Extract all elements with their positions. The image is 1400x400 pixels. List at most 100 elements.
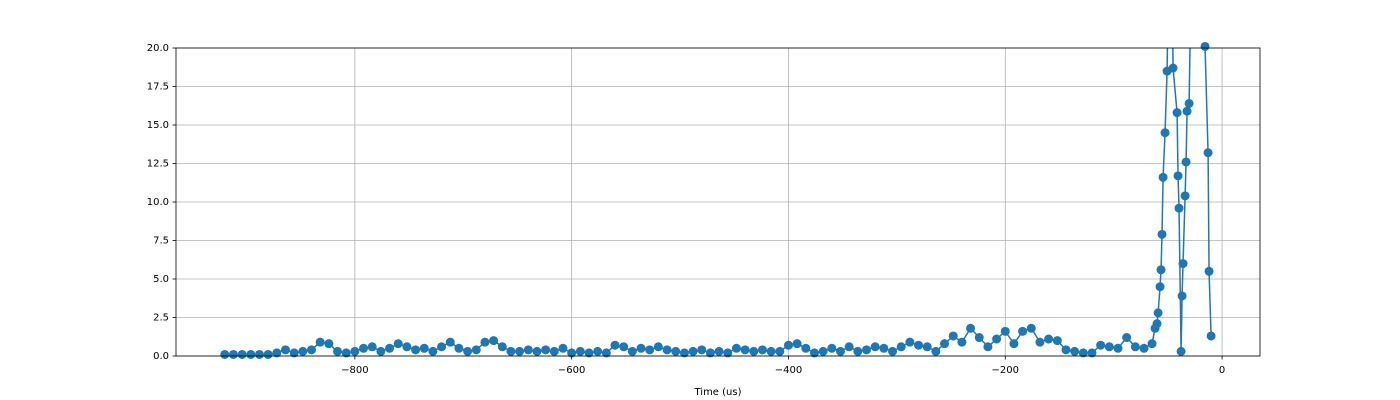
data-point: [584, 348, 594, 358]
data-point: [1172, 108, 1182, 118]
y-tick-label: 15.0: [147, 120, 169, 131]
data-point: [983, 342, 993, 352]
data-point: [350, 346, 360, 356]
data-point: [437, 342, 447, 352]
data-point: [341, 348, 351, 358]
data-point: [593, 346, 603, 356]
data-point: [1147, 339, 1157, 349]
x-tick-label: −600: [558, 365, 585, 376]
data-point: [914, 340, 924, 350]
data-point: [333, 346, 343, 356]
data-point: [359, 343, 369, 353]
data-point: [385, 343, 395, 353]
data-point: [393, 339, 403, 349]
data-point: [662, 345, 672, 355]
data-point: [879, 343, 889, 353]
data-point: [766, 346, 776, 356]
data-point: [1087, 348, 1097, 358]
y-tick-label: 10.0: [147, 197, 169, 208]
y-tick-label: 0.0: [153, 351, 169, 362]
data-point: [1153, 308, 1163, 318]
data-point: [1168, 63, 1178, 73]
y-tick-label: 17.5: [147, 82, 169, 93]
data-point: [801, 343, 811, 353]
data-point: [575, 346, 585, 356]
data-point: [1158, 172, 1168, 182]
data-point: [454, 343, 464, 353]
data-point: [376, 346, 386, 356]
data-point: [671, 346, 681, 356]
y-tick-label: 20.0: [147, 43, 169, 54]
data-point: [367, 342, 377, 352]
data-point: [237, 349, 247, 359]
data-point: [489, 336, 499, 346]
x-axis-label: Time (us): [693, 387, 741, 398]
data-point: [1203, 148, 1213, 158]
data-point: [714, 346, 724, 356]
data-point: [818, 346, 828, 356]
data-point: [506, 346, 516, 356]
data-point: [862, 345, 872, 355]
data-point: [1061, 345, 1071, 355]
data-point: [679, 348, 689, 358]
data-point: [567, 348, 577, 358]
data-point: [1139, 343, 1149, 353]
data-point: [1173, 171, 1183, 181]
data-point: [697, 345, 707, 355]
data-point: [1035, 337, 1045, 347]
x-tick-label: −800: [341, 365, 368, 376]
data-point: [1096, 340, 1106, 350]
data-point: [263, 349, 273, 359]
data-point: [992, 334, 1002, 344]
data-point: [948, 331, 958, 341]
data-point: [1176, 346, 1186, 356]
data-point: [523, 345, 533, 355]
x-tick-label: −400: [775, 365, 802, 376]
data-point: [428, 346, 438, 356]
data-point: [619, 342, 629, 352]
data-point: [541, 345, 551, 355]
data-point: [1178, 259, 1188, 269]
x-tick-label: 0: [1219, 365, 1225, 376]
data-point: [601, 348, 611, 358]
data-point: [827, 343, 837, 353]
data-point: [627, 346, 637, 356]
data-point: [740, 345, 750, 355]
data-point: [1009, 339, 1019, 349]
data-point: [246, 349, 256, 359]
data-point: [1000, 326, 1010, 336]
data-point: [905, 337, 915, 347]
data-point: [896, 342, 906, 352]
data-point: [1152, 319, 1162, 329]
data-point: [835, 346, 845, 356]
data-point: [783, 340, 793, 350]
data-point: [1113, 343, 1123, 353]
data-point: [792, 339, 802, 349]
data-point: [888, 346, 898, 356]
data-point: [1078, 348, 1088, 358]
data-point: [549, 346, 559, 356]
y-tick-label: 5.0: [153, 274, 169, 285]
data-point: [870, 342, 880, 352]
data-point: [1104, 342, 1114, 352]
data-point: [1180, 191, 1190, 201]
data-point: [974, 333, 984, 343]
data-point: [1184, 98, 1194, 108]
data-point: [480, 337, 490, 347]
data-point: [844, 342, 854, 352]
data-point: [1156, 265, 1166, 275]
data-point: [1157, 229, 1167, 239]
data-point: [1122, 333, 1132, 343]
data-point: [688, 346, 698, 356]
data-point: [471, 345, 481, 355]
data-point: [272, 348, 282, 358]
data-point: [731, 343, 741, 353]
y-tick-label: 7.5: [153, 236, 169, 247]
data-point: [1018, 326, 1028, 336]
data-point: [853, 346, 863, 356]
data-point: [1204, 266, 1214, 276]
data-point: [419, 343, 429, 353]
data-point: [307, 345, 316, 355]
data-point: [298, 346, 308, 356]
